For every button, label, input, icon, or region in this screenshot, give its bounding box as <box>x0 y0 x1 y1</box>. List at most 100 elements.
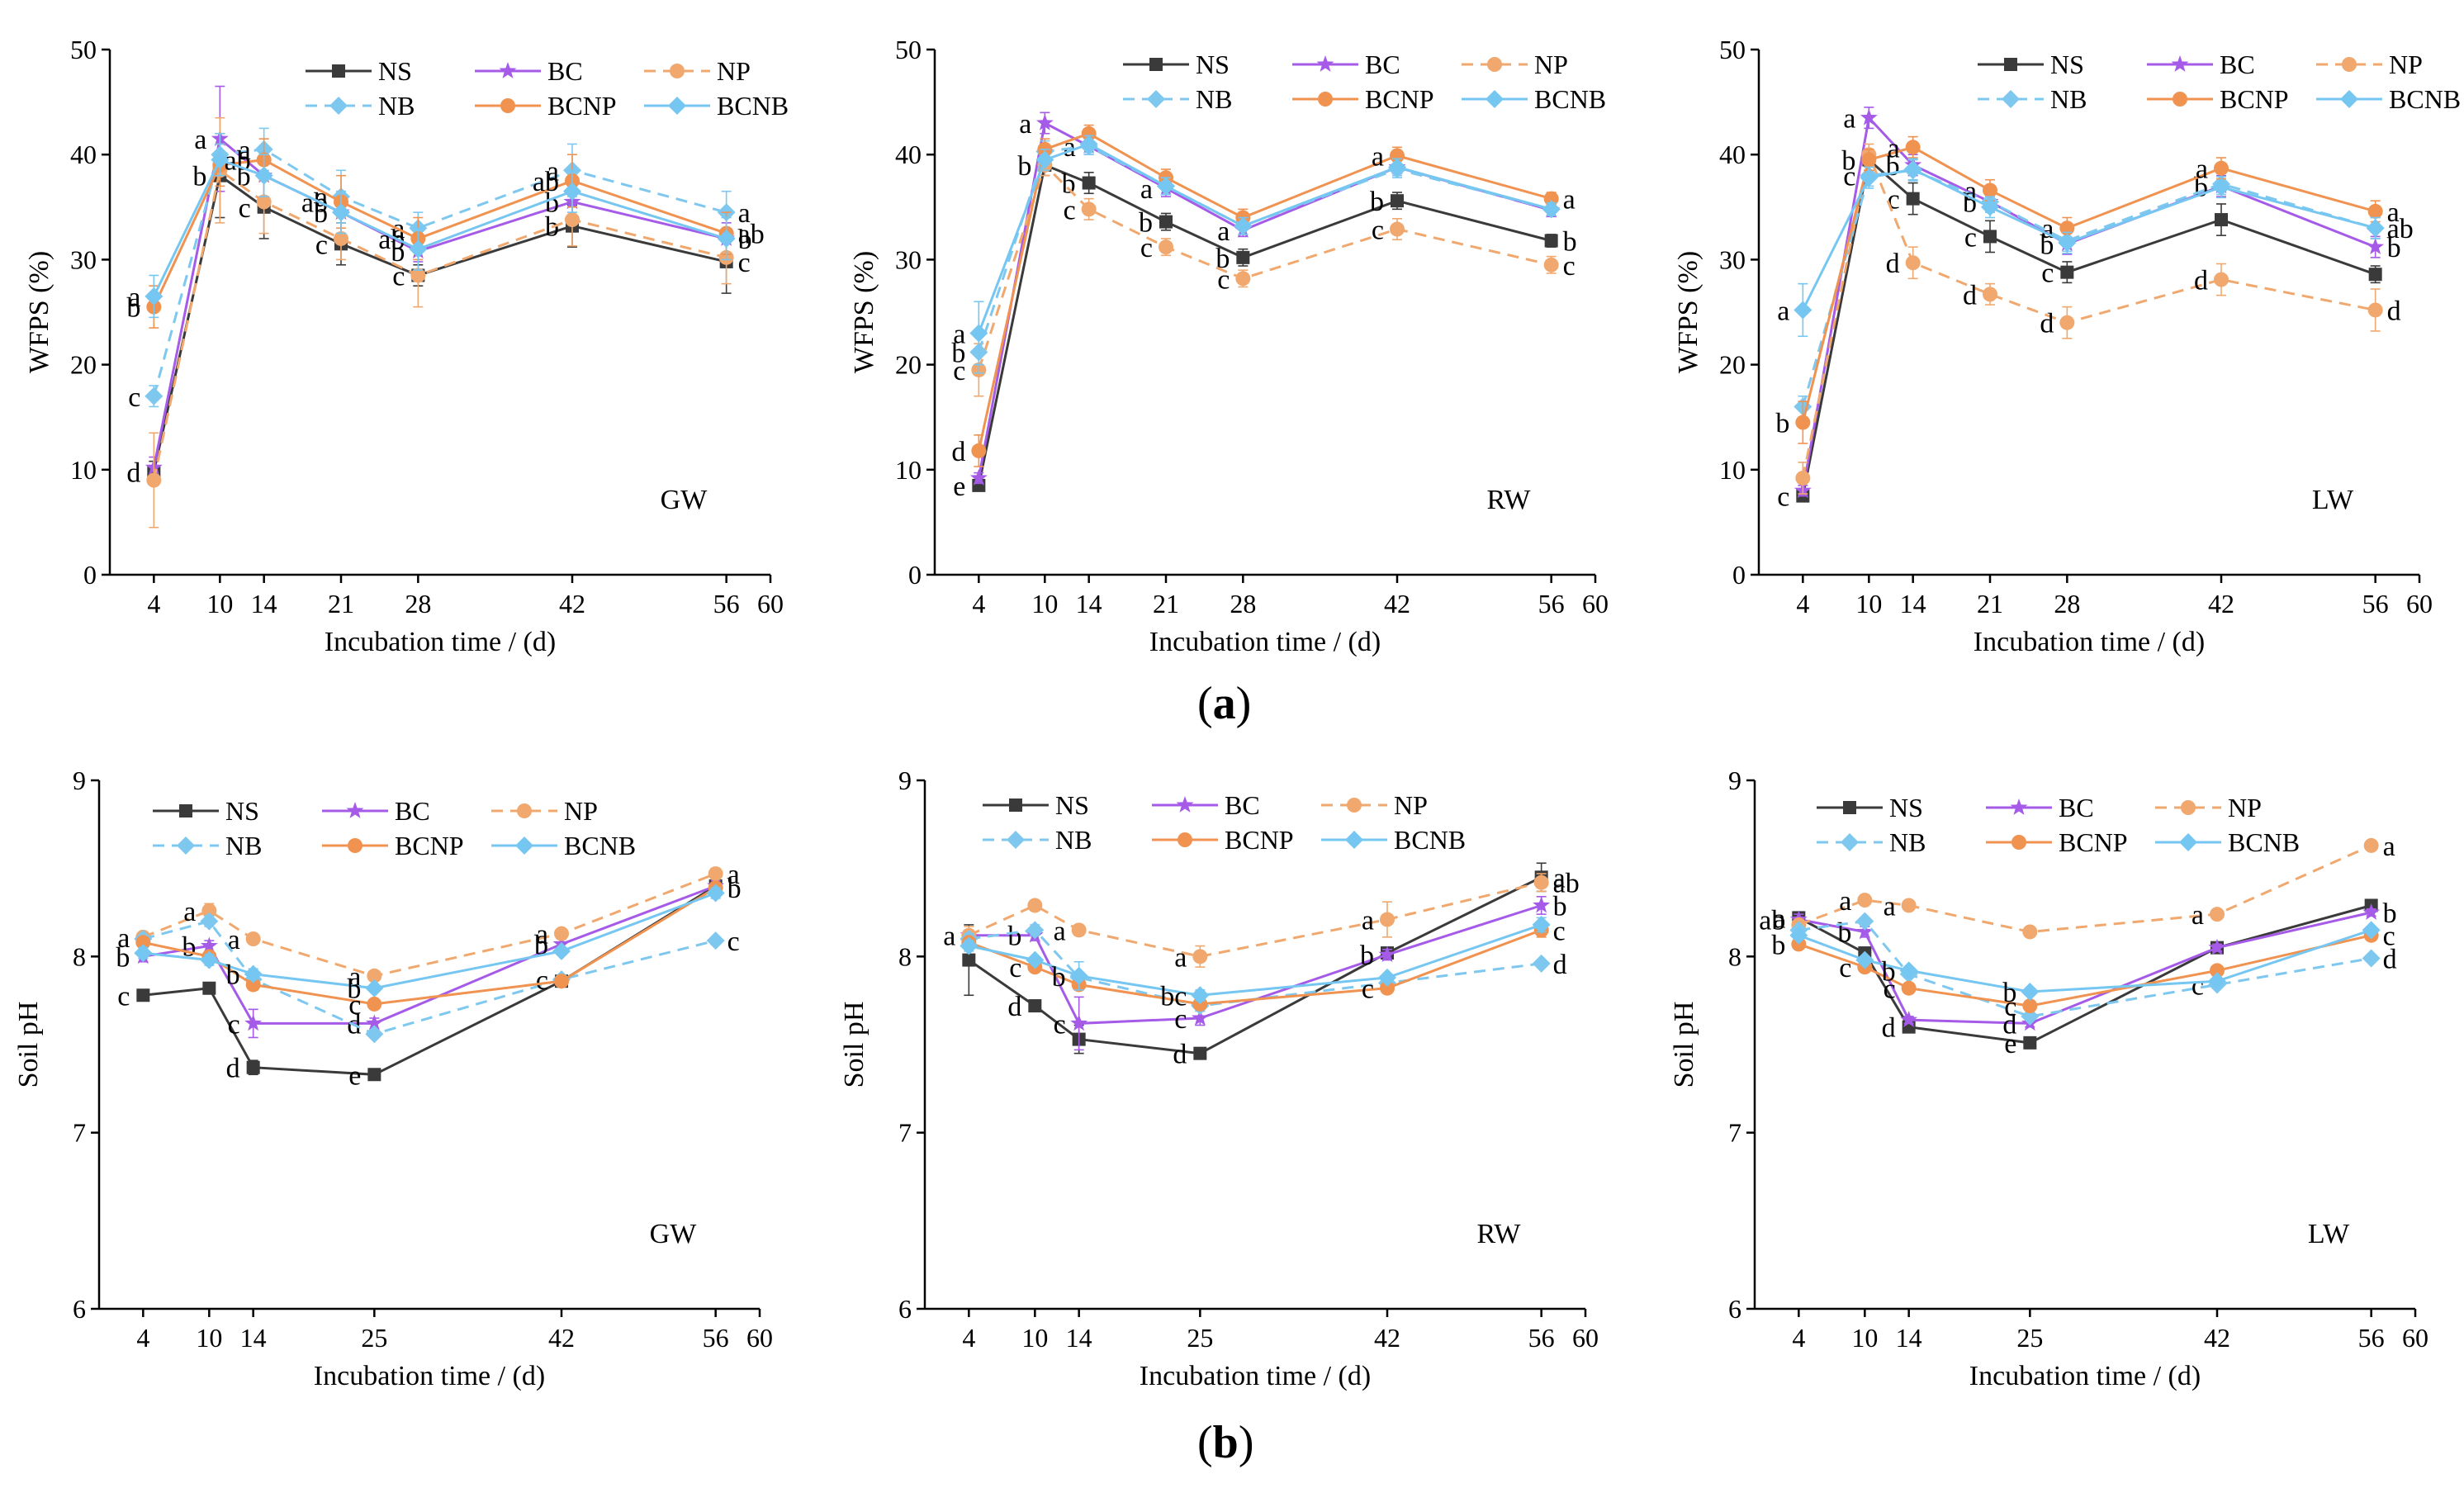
legend-marker <box>1486 90 1504 108</box>
series-line <box>968 881 1542 958</box>
x-tick-label: 56 <box>703 1323 729 1353</box>
legend-item-ns: NS <box>306 56 412 86</box>
data-point <box>1533 896 1551 913</box>
legend-marker <box>179 804 192 817</box>
data-point <box>1070 1014 1088 1031</box>
data-point <box>1905 140 1921 155</box>
significance-letter: a <box>1553 863 1566 893</box>
significance-letter: c <box>239 193 251 224</box>
x-tick-label: 56 <box>1538 589 1565 618</box>
series-line <box>968 928 1542 1006</box>
data-point <box>2362 903 2381 920</box>
legend-marker <box>1009 799 1022 812</box>
data-point <box>1855 912 1874 931</box>
series-line <box>969 928 1542 1007</box>
significance-letter: a <box>1372 141 1384 172</box>
data-point <box>2362 949 2381 968</box>
legend-marker <box>2010 799 2028 815</box>
x-axis-title: Incubation time / (d) <box>1140 1361 1371 1391</box>
data-point <box>708 866 723 882</box>
legend-item-np: NP <box>2155 793 2262 822</box>
y-axis-title: Soil pH <box>1669 1002 1699 1088</box>
data-point <box>2363 837 2379 853</box>
legend-marker <box>2171 55 2189 72</box>
data-point <box>563 182 581 201</box>
data-point <box>2059 315 2075 330</box>
data-point <box>1544 234 1558 248</box>
legend-item-bcnp: BCNP <box>2147 84 2289 114</box>
data-point <box>1391 194 1404 208</box>
panel-a-label: (a) <box>1197 678 1252 729</box>
y-tick-label: 10 <box>70 455 97 485</box>
legend-label: BCNP <box>1225 825 1294 855</box>
y-tick-label: 0 <box>83 560 97 590</box>
y-tick-label: 9 <box>1728 765 1741 795</box>
series-line <box>1798 844 2372 934</box>
significance-letter: bc <box>1160 981 1187 1012</box>
series-bcnb: bb <box>1789 921 2381 1008</box>
data-point <box>2367 203 2383 219</box>
data-point <box>2060 265 2074 279</box>
legend-label: NB <box>225 831 262 860</box>
data-point <box>1079 135 1098 154</box>
x-tick-label: 21 <box>1977 589 2003 618</box>
x-axis-title: Incubation time / (d) <box>1149 627 1381 657</box>
significance-letter: ab <box>225 146 251 177</box>
legend-label: NP <box>2389 50 2423 79</box>
significance-letter: b <box>1771 930 1785 960</box>
significance-letter: a <box>1563 185 1576 216</box>
x-tick-label: 14 <box>1066 1323 1092 1353</box>
data-point <box>1906 192 1920 206</box>
data-point <box>2208 938 2226 955</box>
significance-letter: a <box>1217 216 1230 247</box>
data-point <box>1903 160 1922 179</box>
panel-b-letter: b <box>1212 1417 1239 1468</box>
significance-letter: d <box>2002 1009 2016 1040</box>
significance-letter: c <box>738 248 751 278</box>
data-point <box>1983 182 1997 198</box>
x-tick-label: 4 <box>136 1323 149 1353</box>
legend-marker <box>670 64 685 78</box>
x-tick-label: 14 <box>1900 589 1926 618</box>
significance-letter: d <box>2040 309 2054 339</box>
x-tick-label: 60 <box>746 1323 773 1353</box>
significance-letter: b <box>1017 151 1031 182</box>
y-tick-label: 40 <box>70 140 97 169</box>
legend-item-bcnb: BCNB <box>2316 84 2461 114</box>
data-point <box>706 884 725 903</box>
series-line <box>143 884 717 1025</box>
x-tick-label: 28 <box>405 589 431 618</box>
data-point <box>2368 268 2382 282</box>
data-point <box>2210 907 2225 922</box>
series-line <box>142 919 717 1035</box>
series-np: a a a a <box>1791 832 2395 940</box>
data-point <box>200 950 219 969</box>
data-point <box>1860 168 1879 187</box>
data-point <box>2022 924 2038 940</box>
y-axis-title: Soil pH <box>839 1002 870 1088</box>
data-point <box>334 230 348 246</box>
significance-letter: b <box>116 942 130 973</box>
data-point <box>1981 197 1999 216</box>
site-label: LW <box>2312 485 2354 515</box>
significance-letter: c <box>536 965 548 996</box>
x-tick-label: 4 <box>962 1323 975 1353</box>
y-tick-label: 6 <box>898 1294 912 1324</box>
data-point <box>1026 921 1045 940</box>
series-nb: cc <box>134 912 740 1044</box>
x-tick-label: 60 <box>2402 1323 2428 1353</box>
significance-letter: b <box>2040 230 2054 260</box>
significance-letter: d <box>1882 1013 1896 1044</box>
significance-letter: a <box>1843 104 1855 135</box>
data-point <box>1378 968 1396 987</box>
site-label: GW <box>650 1219 698 1249</box>
significance-letter: a <box>228 925 240 955</box>
significance-letter: c <box>348 990 361 1021</box>
y-tick-label: 6 <box>1728 1294 1741 1324</box>
data-point <box>136 988 150 1002</box>
significance-letter: c <box>1362 974 1374 1005</box>
significance-letter: b <box>1360 941 1374 971</box>
x-tick-label: 4 <box>1796 589 1809 618</box>
significance-letter: c <box>1888 185 1900 216</box>
